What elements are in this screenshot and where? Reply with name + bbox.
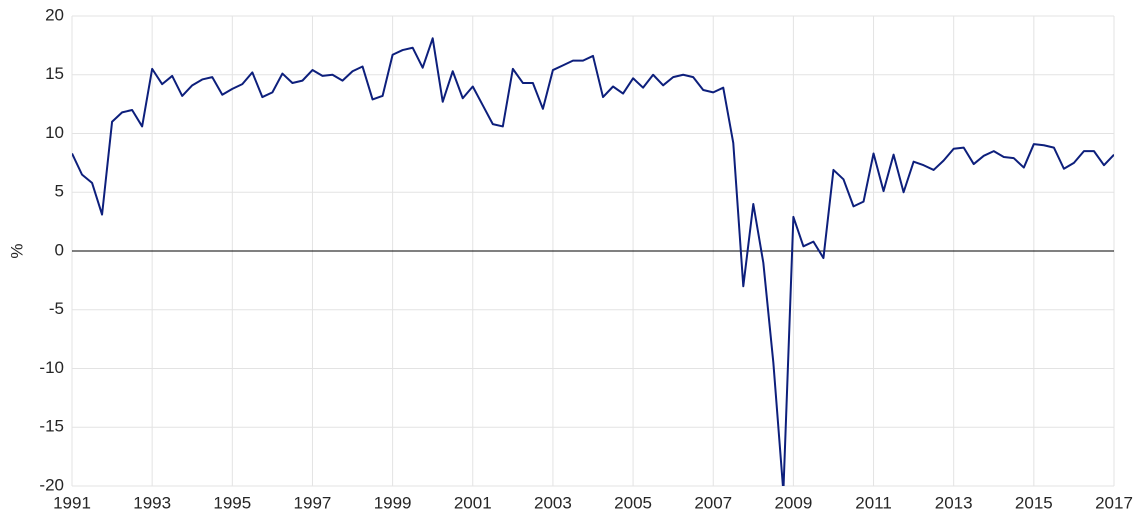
x-tick-label: 2011 <box>855 493 892 512</box>
x-tick-label: 2009 <box>774 493 812 512</box>
x-tick-label: 1991 <box>53 493 91 512</box>
x-tick-label: 1999 <box>374 493 412 512</box>
x-tick-label: 2001 <box>454 493 492 512</box>
x-tick-label: 2005 <box>614 493 652 512</box>
y-tick-label: 20 <box>45 5 64 24</box>
y-tick-label: -10 <box>39 358 64 377</box>
x-tick-label: 2003 <box>534 493 572 512</box>
y-tick-label: 15 <box>45 64 64 83</box>
data-line <box>72 37 1114 486</box>
x-tick-label: 1995 <box>213 493 251 512</box>
x-tick-label: 1993 <box>133 493 171 512</box>
x-tick-label: 1997 <box>294 493 332 512</box>
x-tick-label: 2017 <box>1095 493 1133 512</box>
y-tick-label: 5 <box>55 182 64 201</box>
y-tick-label: -5 <box>49 299 64 318</box>
x-tick-label: 2007 <box>694 493 732 512</box>
y-tick-label: -20 <box>39 475 64 494</box>
x-tick-label: 2013 <box>935 493 973 512</box>
y-axis-label: % <box>7 243 26 258</box>
y-tick-label: 10 <box>45 123 64 142</box>
y-tick-label: 0 <box>55 240 64 259</box>
y-tick-label: -15 <box>39 417 64 436</box>
x-tick-label: 2015 <box>1015 493 1053 512</box>
